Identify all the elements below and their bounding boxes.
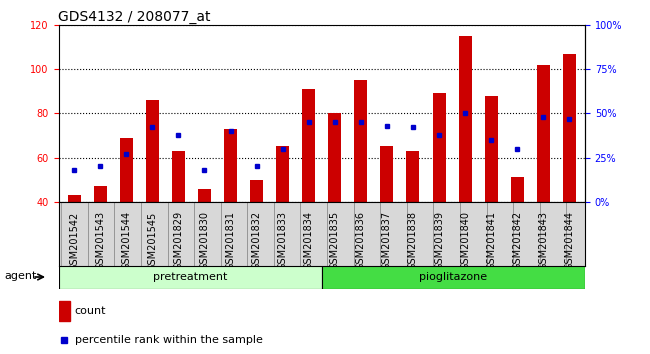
Bar xyxy=(563,53,576,202)
FancyBboxPatch shape xyxy=(566,202,593,266)
Text: agent: agent xyxy=(5,271,37,281)
Bar xyxy=(224,129,237,202)
Bar xyxy=(354,80,367,202)
FancyBboxPatch shape xyxy=(380,202,407,266)
Bar xyxy=(406,151,419,202)
Bar xyxy=(328,113,341,202)
FancyBboxPatch shape xyxy=(88,202,114,266)
Bar xyxy=(432,93,445,202)
Bar xyxy=(172,151,185,202)
FancyBboxPatch shape xyxy=(514,202,540,266)
Text: GSM201841: GSM201841 xyxy=(486,211,496,270)
FancyBboxPatch shape xyxy=(354,202,380,266)
Bar xyxy=(58,301,70,321)
Text: pioglitazone: pioglitazone xyxy=(419,272,488,282)
FancyBboxPatch shape xyxy=(114,202,141,266)
FancyBboxPatch shape xyxy=(141,202,168,266)
Text: GSM201840: GSM201840 xyxy=(460,211,470,270)
Text: GSM201832: GSM201832 xyxy=(252,211,261,270)
Text: GSM201829: GSM201829 xyxy=(174,211,183,270)
Bar xyxy=(94,186,107,202)
Text: GSM201835: GSM201835 xyxy=(330,211,340,270)
Text: count: count xyxy=(75,307,106,316)
Text: GDS4132 / 208077_at: GDS4132 / 208077_at xyxy=(58,10,211,24)
FancyBboxPatch shape xyxy=(168,202,194,266)
Text: percentile rank within the sample: percentile rank within the sample xyxy=(75,335,263,345)
Bar xyxy=(68,195,81,202)
Bar xyxy=(302,89,315,202)
Text: GSM201545: GSM201545 xyxy=(148,211,157,270)
Bar xyxy=(250,179,263,202)
FancyBboxPatch shape xyxy=(300,202,327,266)
Text: GSM201839: GSM201839 xyxy=(434,211,444,270)
Bar xyxy=(511,177,524,202)
Bar xyxy=(459,36,472,202)
Text: GSM201834: GSM201834 xyxy=(304,211,314,270)
FancyBboxPatch shape xyxy=(327,202,354,266)
FancyBboxPatch shape xyxy=(61,202,88,266)
FancyBboxPatch shape xyxy=(194,202,221,266)
Bar xyxy=(146,100,159,202)
Text: GSM201542: GSM201542 xyxy=(69,211,79,270)
Text: GSM201544: GSM201544 xyxy=(122,211,131,270)
FancyBboxPatch shape xyxy=(247,202,274,266)
Bar xyxy=(198,188,211,202)
FancyBboxPatch shape xyxy=(221,202,247,266)
Text: GSM201843: GSM201843 xyxy=(538,211,549,270)
Text: GSM201838: GSM201838 xyxy=(408,211,418,270)
Text: pretreatment: pretreatment xyxy=(153,272,228,282)
FancyBboxPatch shape xyxy=(487,202,514,266)
Text: GSM201844: GSM201844 xyxy=(564,211,575,270)
Bar xyxy=(322,266,585,289)
FancyBboxPatch shape xyxy=(540,202,566,266)
FancyBboxPatch shape xyxy=(274,202,300,266)
Bar xyxy=(380,147,393,202)
Bar xyxy=(537,65,550,202)
Bar xyxy=(58,266,322,289)
Text: GSM201543: GSM201543 xyxy=(95,211,105,270)
Bar xyxy=(485,96,498,202)
FancyBboxPatch shape xyxy=(460,202,487,266)
FancyBboxPatch shape xyxy=(407,202,434,266)
Text: GSM201833: GSM201833 xyxy=(278,211,288,270)
Bar xyxy=(120,138,133,202)
FancyBboxPatch shape xyxy=(434,202,460,266)
Text: GSM201837: GSM201837 xyxy=(382,211,392,270)
Text: GSM201836: GSM201836 xyxy=(356,211,366,270)
Text: GSM201830: GSM201830 xyxy=(200,211,209,270)
Text: GSM201831: GSM201831 xyxy=(226,211,235,270)
Bar xyxy=(276,147,289,202)
Text: GSM201842: GSM201842 xyxy=(512,211,522,270)
